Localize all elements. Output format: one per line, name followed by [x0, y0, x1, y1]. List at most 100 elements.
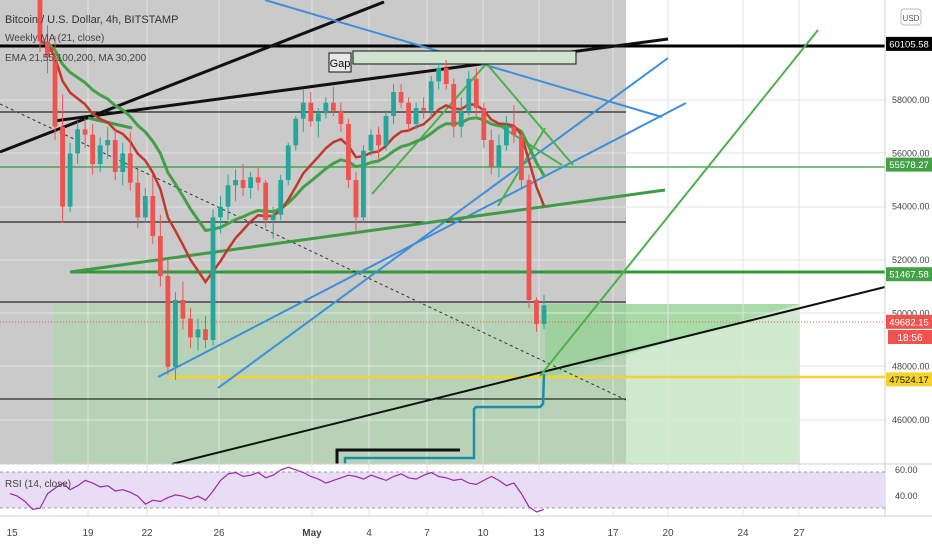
candle-body — [428, 81, 434, 111]
countdown-label: 18:56 — [897, 333, 922, 344]
candle-body — [225, 185, 231, 207]
candle-body — [413, 108, 419, 125]
price-tag-label: 60105.58 — [889, 39, 929, 50]
projection-wedge — [545, 304, 800, 378]
price-tag — [886, 372, 932, 387]
indicator-weekly-ma: Weekly MA (21, close) — [5, 33, 104, 44]
candle-body — [519, 134, 524, 181]
candle-body — [285, 145, 291, 181]
candle-body — [338, 110, 344, 125]
price-tag — [886, 36, 932, 51]
candle-body — [210, 217, 216, 341]
candle-body — [511, 126, 517, 135]
candle-body — [293, 118, 299, 146]
candles — [37, 0, 547, 381]
candle-body — [180, 300, 186, 319]
price-tag — [886, 267, 932, 282]
rsi-band — [0, 472, 885, 508]
y-tick-label: 58000.00 — [892, 95, 930, 105]
candle-body — [120, 153, 126, 173]
time-axis: 15 19 22 26 May 4 7 10 13 17 20 24 27 — [6, 528, 805, 539]
candle-body — [90, 134, 96, 165]
candle-body — [157, 236, 163, 277]
x-tick-label: 24 — [737, 528, 749, 539]
x-tick-label: 10 — [477, 528, 489, 539]
projection-path — [343, 373, 546, 464]
x-tick-label: 13 — [533, 528, 545, 539]
y-tick-label: 54000.00 — [892, 202, 930, 212]
candle-body — [278, 180, 284, 215]
candle-body — [97, 145, 103, 165]
price-tag-label: 49682.15 — [889, 317, 929, 328]
rsi-series — [9, 466, 545, 513]
price-tag — [886, 314, 932, 329]
candle-body — [248, 177, 254, 189]
price-labels: 60105.58 55578.27 51467.58 49682.15 47524.17 — [886, 36, 932, 387]
candle-body — [534, 300, 539, 325]
x-tick-label: 4 — [366, 528, 372, 539]
candle-body — [323, 102, 329, 114]
rsi-label: RSI (14, close) — [5, 479, 71, 490]
price-axis: 46000.00 48000.00 50000.00 52000.00 54000.00… — [892, 95, 930, 425]
candle-body — [368, 134, 374, 151]
candle-body — [255, 177, 261, 183]
candle-body — [127, 153, 133, 183]
chart-title: Bitcoin / U.S. Dollar, 4h, BITSTAMP — [5, 14, 178, 26]
gap-label: Gap — [330, 58, 351, 70]
candle-body — [233, 180, 238, 186]
candle-body — [165, 276, 171, 367]
candle-body — [195, 329, 201, 338]
candle-body — [37, 0, 43, 42]
candle-body — [263, 182, 269, 221]
candle-body — [308, 102, 314, 122]
candle-body — [526, 180, 532, 301]
y-tick-label: 50000.00 — [892, 308, 930, 318]
currency-label: USD — [903, 14, 920, 23]
price-tag-label: 47524.17 — [889, 375, 929, 386]
candle-body — [315, 113, 321, 122]
price-tag-label: 55578.27 — [889, 160, 929, 171]
candle-body — [353, 180, 359, 218]
candle-body — [406, 102, 411, 125]
x-tick-label: 7 — [424, 528, 430, 539]
gap-box — [352, 50, 577, 65]
candle-body — [240, 180, 246, 189]
black-bracket — [335, 448, 460, 464]
candle-body — [346, 124, 351, 181]
candle-body — [105, 140, 111, 146]
candle-body — [173, 300, 178, 367]
candle-body — [135, 182, 141, 218]
price-tag-label: 51467.58 — [889, 270, 929, 281]
candle-body — [398, 92, 404, 103]
x-tick-label: 20 — [662, 528, 674, 539]
candle-body — [481, 108, 487, 141]
rsi-axis-label: 40.00 — [895, 491, 918, 501]
candle-body — [473, 78, 479, 109]
horizontal-levels — [0, 44, 885, 400]
candle-body — [150, 196, 156, 237]
y-tick-label: 48000.00 — [892, 362, 930, 372]
rsi-axis: 60.00 40.00 — [895, 465, 918, 501]
candle-body — [112, 140, 118, 173]
currency-button[interactable]: USD — [900, 8, 922, 26]
candle-body — [188, 318, 193, 338]
candle-body — [361, 150, 366, 218]
candle-body — [270, 214, 276, 221]
candle-body — [466, 78, 472, 111]
x-tick-label: May — [302, 528, 322, 539]
candle-body — [376, 134, 381, 146]
x-tick-label: 15 — [6, 528, 18, 539]
y-tick-label: 56000.00 — [892, 148, 930, 158]
candle-body — [541, 305, 547, 325]
candle-body — [142, 196, 148, 218]
candle-body — [391, 92, 396, 117]
y-tick-label: 52000.00 — [892, 255, 930, 265]
x-tick-label: 19 — [82, 528, 94, 539]
candle-body — [436, 68, 442, 82]
candle-body — [451, 84, 457, 127]
x-tick-label: 17 — [607, 528, 619, 539]
countdown-tag: 18:56 — [888, 330, 932, 344]
y-tick-label: 46000.00 — [892, 415, 930, 425]
candle-body — [443, 68, 449, 85]
